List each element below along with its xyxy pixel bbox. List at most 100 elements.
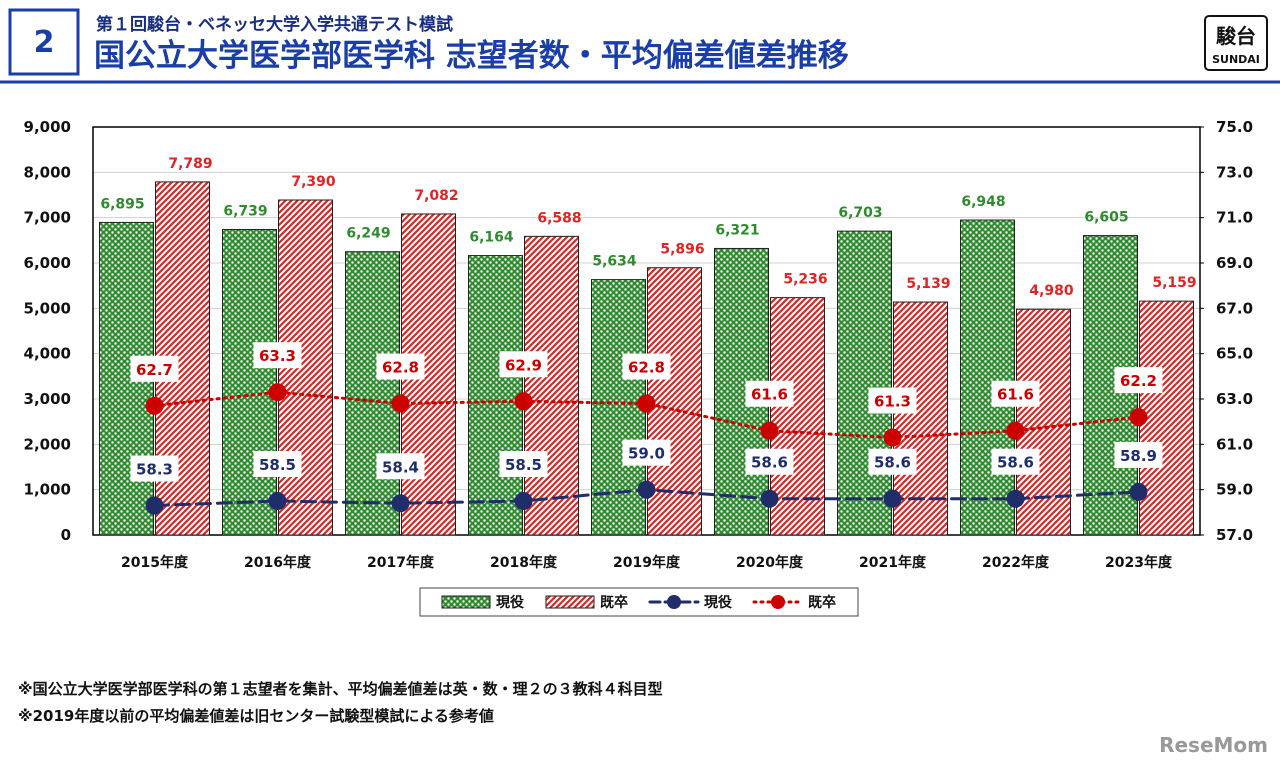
line-marker	[637, 480, 656, 499]
line-marker	[145, 396, 164, 415]
legend-swatch	[545, 595, 595, 609]
x-tick-label: 2022年度	[982, 554, 1050, 571]
y-tick-label: 0	[61, 526, 71, 544]
badge: 2	[34, 25, 55, 60]
bar	[1139, 300, 1194, 536]
note: ※国公立大学医学部医学科の第１志望者を集計、平均偏差値差は英・数・理２の３教科４…	[18, 680, 663, 698]
x-tick-label: 2021年度	[859, 554, 927, 571]
bar	[770, 297, 825, 536]
y2-tick-label: 75.0	[1216, 118, 1253, 136]
line-marker	[1129, 482, 1148, 501]
bar-value-label: 6,948	[961, 194, 1005, 210]
label-box	[1114, 367, 1163, 394]
label-box	[253, 342, 302, 369]
legend-label: 現役	[704, 594, 733, 611]
y2-tick-label: 65.0	[1216, 345, 1253, 363]
chart-title: 国公立大学医学部医学科 志望者数・平均偏差値差推移	[94, 38, 849, 74]
bar-value-label: 5,139	[906, 276, 950, 292]
line-value-label: 62.8	[628, 359, 665, 377]
y-tick-label: 2,000	[24, 435, 71, 453]
line-value-label: 59.0	[628, 445, 665, 463]
x-tick-label: 2017年度	[367, 554, 435, 571]
bar	[647, 267, 702, 536]
bar-value-label: 7,789	[168, 156, 212, 172]
bar-value-label: 6,703	[838, 205, 882, 221]
line-value-label: 61.3	[874, 393, 911, 411]
line-marker	[883, 489, 902, 508]
y-tick-label: 7,000	[24, 209, 71, 227]
line-marker	[1006, 421, 1025, 440]
label-box	[991, 448, 1040, 475]
bar-value-label: 5,236	[783, 272, 827, 288]
y2-tick-label: 59.0	[1216, 481, 1253, 499]
x-tick-label: 2015年度	[121, 554, 189, 571]
line-marker	[145, 496, 164, 515]
line-value-label: 62.7	[136, 361, 173, 379]
legend-label: 既卒	[600, 594, 628, 611]
bar-value-label: 6,588	[537, 210, 581, 226]
logo-latin: SUNDAI	[1212, 53, 1260, 66]
bar	[591, 279, 646, 536]
bar-value-label: 5,896	[660, 242, 704, 258]
label-box	[130, 355, 179, 382]
watermark: ReseMom	[1159, 733, 1268, 757]
legend-label: 既卒	[808, 594, 836, 611]
bar-value-label: 6,164	[469, 230, 514, 246]
x-tick-label: 2018年度	[490, 554, 558, 571]
label-box	[376, 453, 425, 480]
label-box	[868, 448, 917, 475]
line-value-label: 61.6	[751, 386, 788, 404]
line-value-label: 58.4	[382, 458, 419, 476]
line-value-label: 58.5	[259, 456, 296, 474]
line-marker	[637, 394, 656, 413]
logo-box	[1204, 15, 1268, 71]
legend-marker	[771, 595, 785, 609]
y-tick-label: 1,000	[24, 481, 71, 499]
x-tick-label: 2023年度	[1105, 554, 1173, 571]
line-value-label: 62.2	[1120, 372, 1157, 390]
label-box	[499, 351, 548, 378]
line-value-label: 62.8	[382, 359, 419, 377]
bar-value-label: 6,321	[715, 222, 759, 238]
label-box	[991, 380, 1040, 407]
legend-label: 現役	[496, 594, 525, 611]
line-marker	[268, 492, 287, 510]
note: ※2019年度以前の平均偏差値差は旧センター試験型模試による参考値	[18, 707, 494, 725]
bar	[837, 230, 892, 536]
y2-tick-label: 57.0	[1216, 526, 1253, 544]
bar-value-label: 7,390	[291, 174, 336, 190]
line-marker	[391, 394, 410, 413]
legend-marker	[667, 595, 681, 609]
bar	[524, 235, 579, 536]
line-value-label: 58.6	[997, 454, 1034, 472]
line-marker	[760, 421, 779, 440]
x-tick-label: 2019年度	[613, 554, 681, 571]
line-marker	[883, 428, 902, 447]
line-marker	[1129, 408, 1148, 427]
y2-tick-label: 69.0	[1216, 254, 1253, 272]
line-value-label: 58.5	[505, 456, 542, 474]
bar	[345, 251, 400, 536]
line-marker	[391, 494, 410, 513]
legend-box	[419, 587, 859, 617]
bar-value-label: 4,980	[1029, 283, 1074, 299]
bar-value-label: 6,739	[223, 203, 267, 219]
line-value-label: 61.6	[997, 386, 1034, 404]
label-box	[745, 380, 794, 407]
line-marker	[514, 492, 533, 510]
label-box	[622, 353, 671, 380]
logo-kanji: 駿台	[1216, 24, 1256, 48]
y2-tick-label: 71.0	[1216, 209, 1253, 227]
legend-swatch	[441, 595, 491, 609]
bar-value-label: 5,634	[592, 254, 637, 270]
bar-value-label: 6,605	[1084, 210, 1128, 226]
plot-frame	[92, 126, 1201, 536]
line-value-label: 63.3	[259, 347, 296, 365]
bar	[893, 301, 948, 536]
label-box	[868, 387, 917, 414]
bar-value-label: 7,082	[414, 188, 458, 204]
badge-box	[8, 8, 80, 76]
y2-tick-label: 61.0	[1216, 435, 1253, 453]
